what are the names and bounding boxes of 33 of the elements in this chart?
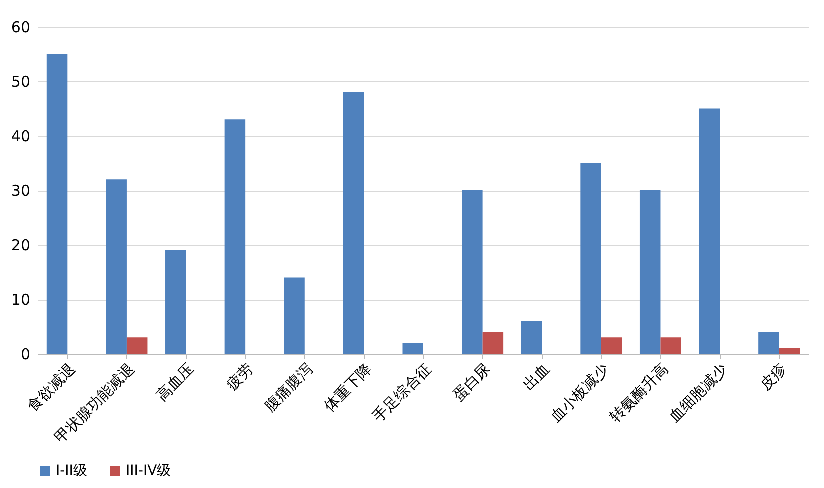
bar <box>224 120 246 354</box>
y-tick-label: 20 <box>11 236 30 254</box>
bar <box>343 92 364 354</box>
bar <box>580 163 602 354</box>
y-tick-label: 0 <box>20 346 30 364</box>
bar <box>521 321 542 354</box>
x-tick-label: 高血压 <box>153 360 198 405</box>
legend-label: III-IV级 <box>126 463 172 479</box>
bar <box>699 108 720 354</box>
y-tick-label: 30 <box>11 182 30 200</box>
y-tick-label: 40 <box>11 128 30 146</box>
x-tick-label: 腹痛腹泻 <box>261 360 316 416</box>
y-tick-label: 60 <box>11 18 30 36</box>
y-tick-label: 10 <box>11 291 30 309</box>
legend-label: I-II级 <box>56 463 88 479</box>
bar <box>284 278 305 354</box>
bar <box>166 250 186 354</box>
x-tick-label: 疲劳 <box>222 360 257 394</box>
bar <box>126 338 148 354</box>
bar <box>601 338 622 354</box>
bar <box>462 190 483 354</box>
x-tick-label: 蛋白尿 <box>450 360 494 405</box>
bar <box>46 54 68 354</box>
x-tick-label: 出血 <box>519 360 554 394</box>
bar <box>779 348 800 354</box>
bar <box>106 180 127 354</box>
y-tick-label: 50 <box>11 73 30 91</box>
bar <box>402 343 424 354</box>
x-tick-label: 皮疹 <box>756 360 791 394</box>
bar <box>758 332 780 354</box>
bar <box>640 190 661 354</box>
bar <box>660 338 682 354</box>
bar <box>482 332 504 354</box>
